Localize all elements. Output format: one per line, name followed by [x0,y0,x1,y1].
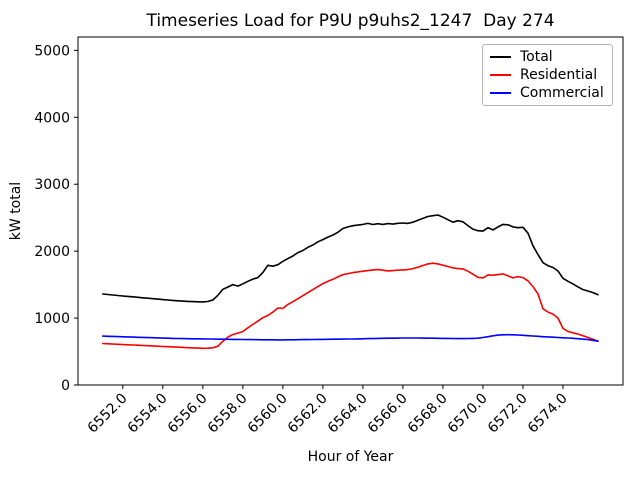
legend-item-residential: Residential [490,66,605,84]
x-tick-label: 6562.0 [285,391,331,437]
y-tick-label: 0 [61,378,70,394]
x-tick-label: 6566.0 [365,391,411,437]
x-tick-label: 6552.0 [85,391,131,437]
legend-label-commercial: Commercial [520,85,604,101]
legend-item-commercial: Commercial [490,84,605,102]
x-tick-label: 6560.0 [245,391,291,437]
y-tick-label: 4000 [34,110,70,126]
legend: Total Residential Commercial [482,44,613,106]
x-tick-label: 6574.0 [525,391,571,437]
total-line-icon [490,56,511,58]
y-tick-label: 1000 [34,311,70,327]
x-tick-label: 6570.0 [445,391,491,437]
legend-label-total: Total [520,49,553,65]
residential-line-icon [490,74,511,76]
series-line-commercial [102,333,599,343]
series-line-residential [102,262,599,350]
x-tick-label: 6572.0 [485,391,531,437]
commercial-line-icon [490,92,511,94]
x-tick-label: 6568.0 [405,391,451,437]
axes-frame [77,36,624,386]
y-axis-label: kW total [8,181,24,241]
legend-item-total: Total [490,48,605,66]
chart-title: Timeseries Load for P9U p9uhs2_1247 Day … [146,11,555,31]
y-tick-label: 3000 [34,177,70,193]
y-tick-label: 2000 [34,244,70,260]
y-tick-label: 5000 [34,43,70,59]
x-tick-label: 6554.0 [125,391,171,437]
x-tick-label: 6556.0 [165,391,211,437]
x-tick-label: 6564.0 [325,391,371,437]
x-axis-label: Hour of Year [307,449,394,465]
series-line-total [102,214,599,303]
legend-label-residential: Residential [520,67,598,83]
x-tick-label: 6558.0 [205,391,251,437]
